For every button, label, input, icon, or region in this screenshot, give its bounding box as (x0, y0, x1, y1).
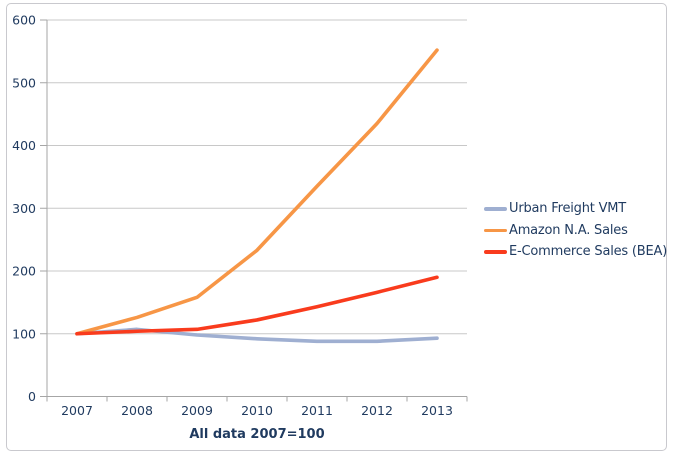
chart-frame (6, 3, 667, 451)
x-tick-label-2012: 2012 (361, 403, 393, 418)
legend-label-ecommerce-sales-bea: E-Commerce Sales (BEA) (509, 244, 668, 260)
x-tick-label-2007: 2007 (61, 403, 93, 418)
legend-swatch-urban-freight-vmt (484, 207, 507, 211)
legend-item-amazon-na-sales: Amazon N.A. Sales (484, 220, 667, 242)
legend-label-amazon-na-sales: Amazon N.A. Sales (509, 222, 628, 238)
legend-label-urban-freight-vmt: Urban Freight VMT (509, 201, 627, 217)
x-axis-caption: All data 2007=100 (189, 427, 325, 442)
x-tick-label-2009: 2009 (181, 403, 213, 418)
legend-swatch-amazon-na-sales (484, 228, 507, 232)
x-tick-label-2011: 2011 (301, 403, 333, 418)
legend-item-urban-freight-vmt: Urban Freight VMT (484, 198, 667, 220)
series-line-urban-freight-vmt (75, 327, 439, 344)
legend-swatch-ecommerce-sales-bea (484, 250, 507, 254)
legend: Urban Freight VMT Amazon N.A. Sales E-Co… (484, 198, 667, 263)
x-tick-label-2008: 2008 (121, 403, 153, 418)
x-tick-label-2013: 2013 (421, 403, 453, 418)
y-tick-label-500: 500 (12, 75, 36, 90)
series-line-e-commerce-sales-bea (75, 275, 439, 336)
y-tick-label-200: 200 (12, 264, 36, 279)
y-tick-label-400: 400 (12, 138, 36, 153)
x-tick-label-2010: 2010 (241, 403, 273, 418)
y-tick-label-600: 600 (12, 13, 36, 28)
y-tick-label-0: 0 (28, 389, 36, 404)
y-tick-label-100: 100 (12, 326, 36, 341)
y-tick-label-300: 300 (12, 201, 36, 216)
series-line-amazon-n-a-sales (75, 48, 439, 336)
legend-item-ecommerce-sales-bea: E-Commerce Sales (BEA) (484, 241, 667, 263)
